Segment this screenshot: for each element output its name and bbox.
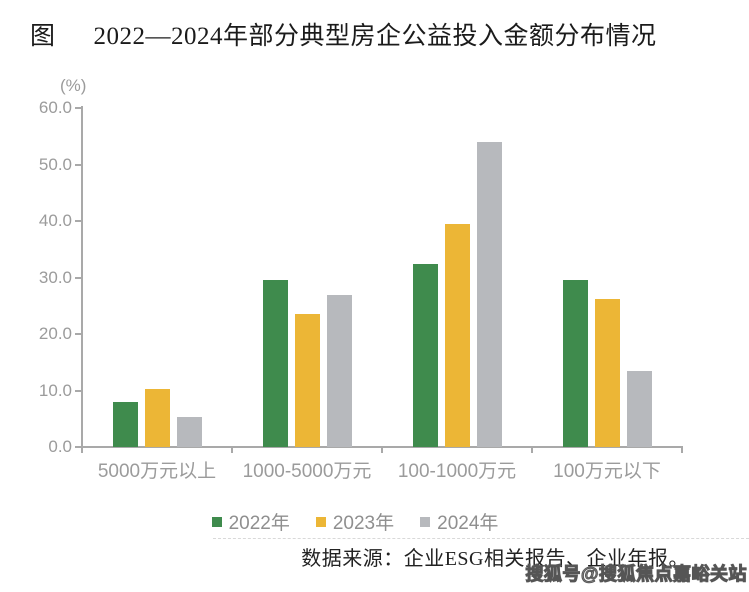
- figure-title-row: 图 2022—2024年部分典型房企公益投入金额分布情况: [30, 16, 739, 52]
- y-tick-mark: [75, 107, 81, 109]
- x-axis-label: 1000-5000万元: [242, 461, 372, 482]
- bar-2024年-100万元以下: [626, 371, 652, 447]
- y-tick-label: 30.0: [38, 267, 72, 287]
- x-tick-mark: [681, 447, 683, 453]
- figure-title: 2022—2024年部分典型房企公益投入金额分布情况: [93, 23, 657, 50]
- plot-area: [82, 108, 682, 447]
- legend-label: 2022年: [228, 513, 290, 534]
- y-tick-label: 10.0: [38, 380, 72, 400]
- legend-label: 2023年: [332, 513, 395, 534]
- y-tick-mark: [75, 163, 81, 166]
- legend-item-2024年: 2024年: [420, 508, 498, 535]
- legend: 2022年 2023年 2024年: [0, 508, 710, 535]
- legend-swatch-icon: [420, 516, 431, 527]
- bar-2023年-100万元以下: [594, 298, 620, 447]
- y-tick-mark: [75, 276, 81, 279]
- legend-swatch-icon: [315, 516, 326, 527]
- bar-2023年-1000-5000万元: [294, 313, 320, 447]
- x-tick-mark: [231, 447, 233, 453]
- x-axis-label: 100-1000万元: [397, 461, 517, 482]
- bar-2022年-1000-5000万元: [262, 280, 288, 447]
- bar-2023年-5000万元以上: [144, 388, 170, 447]
- bar-group: [382, 108, 532, 447]
- y-tick-label: 40.0: [38, 211, 72, 230]
- x-axis-label: 5000万元以上: [97, 461, 217, 482]
- bar-2024年-1000-5000万元: [326, 295, 352, 447]
- bar-2023年-100-1000万元: [444, 224, 470, 447]
- figure-prefix: 图: [30, 23, 56, 50]
- dashed-separator: [213, 538, 749, 539]
- bar-2022年-5000万元以上: [112, 401, 138, 447]
- y-tick-mark: [75, 220, 81, 222]
- watermark: 搜狐号@搜狐焦点嘉峪关站: [525, 564, 747, 585]
- bar-group: [232, 108, 382, 447]
- y-tick-label: 20.0: [38, 324, 72, 343]
- bar-2022年-100-1000万元: [412, 263, 438, 447]
- y-tick-label: 50.0: [38, 154, 72, 174]
- y-axis-unit-label: (%): [60, 76, 87, 95]
- x-tick-mark: [81, 447, 83, 453]
- bar-2022年-100万元以下: [562, 280, 588, 447]
- y-axis-line: [81, 106, 83, 447]
- y-tick-mark: [75, 333, 81, 335]
- legend-swatch-icon: [211, 516, 222, 527]
- legend-item-2023年: 2023年: [315, 508, 395, 535]
- legend-label: 2024年: [437, 513, 499, 534]
- x-tick-mark: [381, 447, 383, 453]
- data-source: 数据来源：企业ESG相关报告、企业年报。: [301, 548, 689, 570]
- y-tick-label: 60.0: [38, 98, 72, 117]
- y-tick-mark: [75, 446, 81, 448]
- bar-group: [532, 108, 682, 447]
- y-tick-mark: [75, 389, 81, 392]
- bar-group: [82, 108, 232, 447]
- x-axis-label: 100万元以下: [553, 461, 661, 482]
- bar-2024年-5000万元以上: [176, 416, 202, 447]
- legend-item-2022年: 2022年: [211, 508, 290, 535]
- bar-2024年-100-1000万元: [476, 142, 502, 447]
- y-tick-label: 0.0: [48, 437, 72, 456]
- x-tick-mark: [531, 447, 533, 453]
